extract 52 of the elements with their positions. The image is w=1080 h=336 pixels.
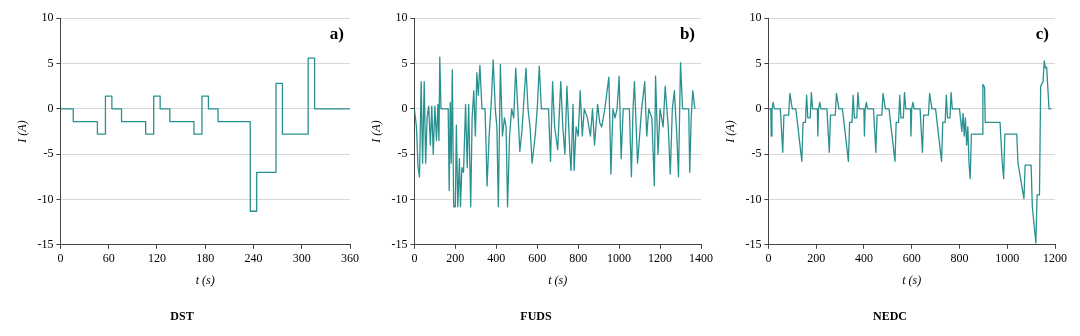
y-tick-label: -5 [751, 146, 762, 161]
annotation: a) [329, 24, 344, 44]
y-tick-label: -5 [43, 146, 54, 161]
y-tick-label: 0 [755, 101, 762, 115]
x-tick-label: 400 [854, 251, 873, 266]
x-tick-label: 200 [807, 251, 826, 266]
y-axis-title: I (A) [15, 120, 30, 144]
y-tick-label: -10 [391, 191, 408, 206]
annotation: b) [679, 24, 695, 44]
y-tick-label: -15 [745, 236, 762, 251]
y-tick-label: 5 [401, 55, 408, 70]
y-axis-title: I (A) [723, 120, 738, 144]
x-tick-label: 1400 [689, 251, 713, 266]
text: FUDS [520, 308, 552, 323]
y-tick-label: -15 [391, 236, 408, 251]
y-tick-label: 10 [749, 10, 762, 25]
x-tick-label: 1200 [648, 251, 673, 266]
x-tick-label: 600 [528, 251, 547, 266]
y-tick-label: 10 [41, 10, 54, 25]
x-tick-label: 200 [446, 251, 465, 266]
y-tick-label: 10 [395, 10, 408, 25]
text: NEDC [872, 308, 908, 323]
x-tick-label: 600 [902, 251, 921, 266]
x-axis-title: t (s) [195, 272, 215, 287]
y-tick-label: 0 [401, 101, 408, 115]
x-tick-label: 800 [569, 251, 588, 266]
x-tick-label: 300 [292, 251, 311, 266]
x-tick-label: 1000 [995, 251, 1020, 266]
x-tick-label: 120 [147, 251, 166, 266]
y-tick-label: -5 [397, 146, 408, 161]
annotation: c) [1035, 24, 1049, 44]
y-tick-label: -10 [37, 191, 54, 206]
text: DST [170, 308, 194, 323]
y-tick-label: 0 [47, 101, 54, 115]
x-tick-label: 1200 [1043, 251, 1067, 266]
x-tick-label: 240 [244, 251, 263, 266]
y-tick-label: 5 [47, 55, 54, 70]
y-tick-label: -10 [745, 191, 762, 206]
x-tick-label: 360 [341, 251, 359, 266]
x-axis-title: t (s) [548, 272, 568, 287]
x-axis-title: t (s) [902, 272, 922, 287]
x-tick-label: 60 [102, 251, 115, 266]
y-tick-label: -15 [37, 236, 54, 251]
y-axis-title: I (A) [369, 120, 384, 144]
x-tick-label: 800 [950, 251, 969, 266]
x-tick-label: 0 [411, 251, 418, 266]
y-tick-label: 5 [755, 55, 762, 70]
x-tick-label: 0 [57, 251, 64, 266]
x-tick-label: 400 [487, 251, 506, 266]
x-tick-label: 180 [196, 251, 215, 266]
x-tick-label: 1000 [607, 251, 632, 266]
x-tick-label: 0 [765, 251, 772, 266]
